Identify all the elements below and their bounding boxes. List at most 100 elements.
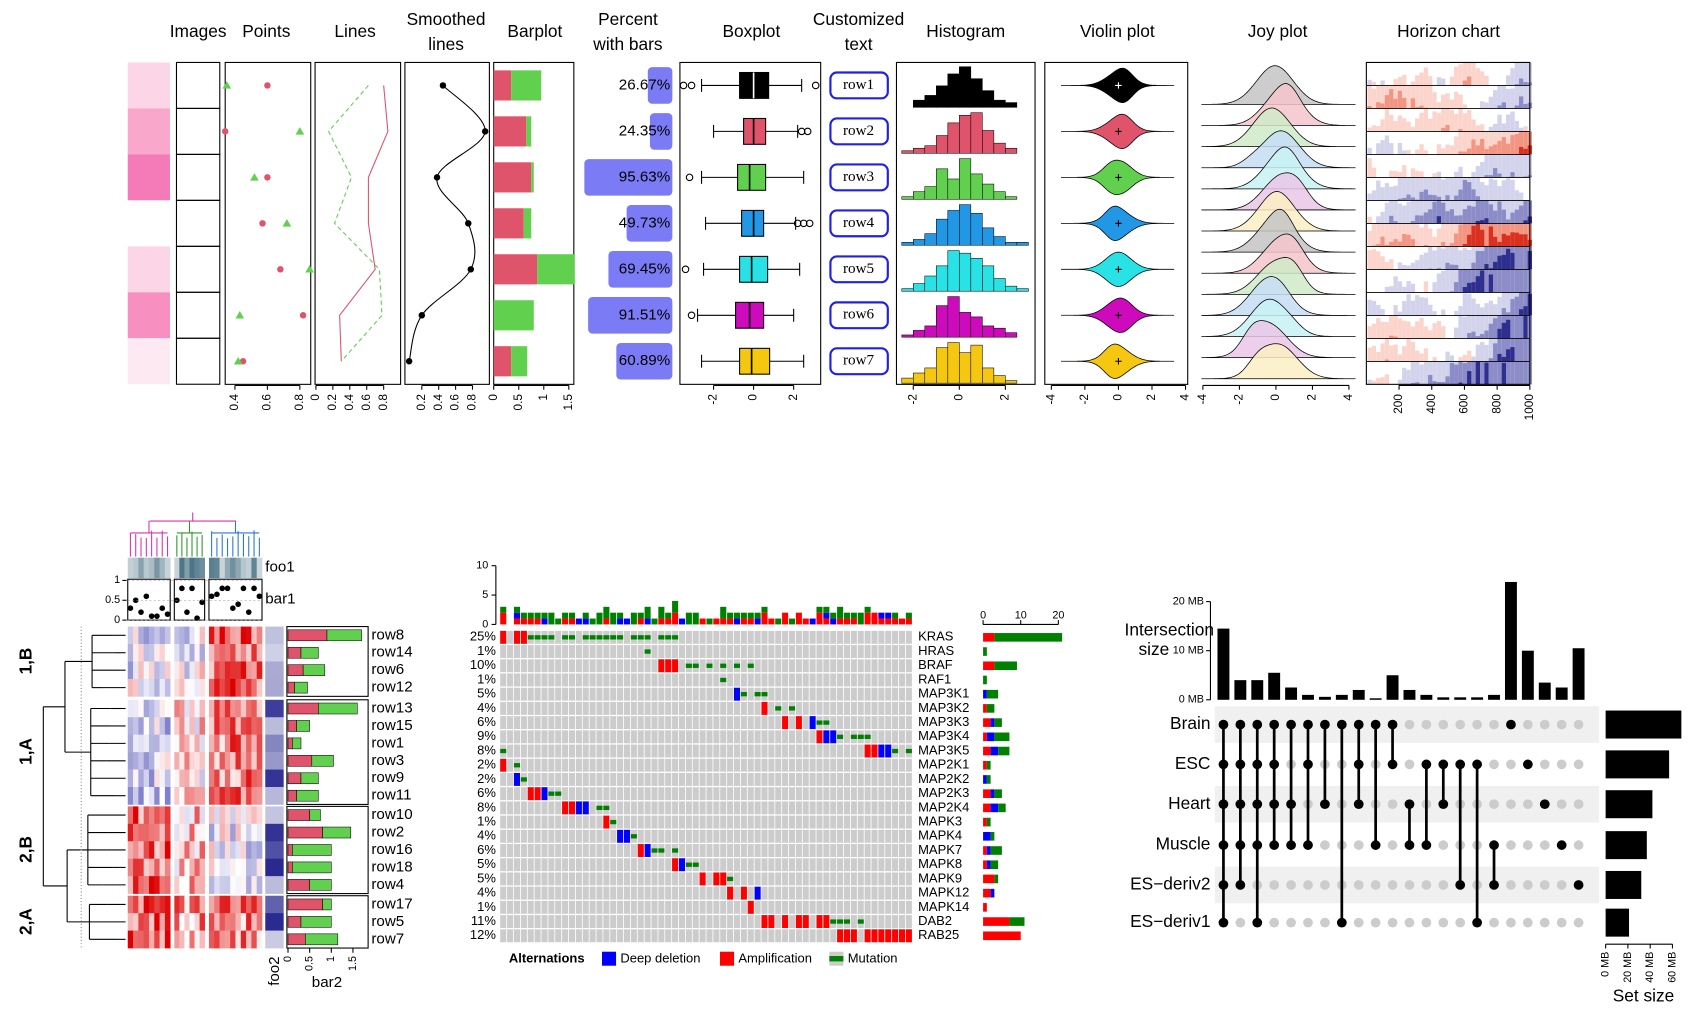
horizon-cell <box>1497 296 1502 316</box>
oncoprint-cell <box>809 744 816 758</box>
heatmap-cell <box>138 895 144 914</box>
oncoprint-cell <box>843 886 851 900</box>
top-bar <box>610 612 617 625</box>
oncoprint-cell <box>610 872 617 886</box>
histogram-bar <box>913 147 926 154</box>
heatmap-cell <box>159 717 166 735</box>
oncoprint-cell <box>843 872 851 886</box>
oncoprint-cell <box>892 844 899 857</box>
gene-label: MAP3K2 <box>918 700 969 715</box>
oncoprint-cell <box>905 829 912 843</box>
oncoprint-cell <box>878 915 885 929</box>
oncoprint-cell <box>871 772 878 786</box>
top-bar <box>768 618 775 625</box>
top-bar <box>685 612 692 625</box>
oncoprint-cell <box>617 744 624 758</box>
oncoprint-cell <box>816 659 823 673</box>
oncoprint-cell <box>816 872 823 886</box>
heatmap-cell <box>159 699 166 718</box>
foo1-cell <box>143 557 150 579</box>
horizon-cell <box>1445 223 1450 247</box>
foo1-cell <box>164 557 171 579</box>
oncoprint-cell <box>575 716 582 730</box>
intersection-bar <box>1538 682 1551 700</box>
horizon-cell <box>1484 149 1489 155</box>
oncoprint-cell <box>788 744 796 758</box>
horizon-cell <box>1475 220 1481 224</box>
oncoprint-cell <box>713 758 720 772</box>
oncoprint-cell <box>802 872 809 886</box>
alteration <box>672 848 679 853</box>
oncoprint-cell <box>534 659 541 673</box>
alteration <box>733 687 741 701</box>
oncoprint-cell <box>610 915 617 929</box>
horizon-cell <box>1475 344 1481 362</box>
oncoprint-cell <box>809 758 816 772</box>
oncoprint-cell <box>562 744 569 758</box>
top-bar <box>520 618 527 625</box>
count-bar <box>983 846 987 855</box>
histogram-bar <box>1005 196 1018 200</box>
oncoprint-cell <box>672 829 679 843</box>
member-dot <box>1404 840 1415 850</box>
horizon-cell <box>1393 200 1398 224</box>
bar-segment <box>493 162 532 193</box>
horizon-cell <box>1480 307 1485 316</box>
heatmap-cell <box>246 930 252 949</box>
bar-segment <box>322 826 352 839</box>
oncoprint-cell <box>775 815 782 829</box>
oncoprint-cell <box>782 829 789 843</box>
heatmap-cell <box>179 752 185 770</box>
oncoprint-cell <box>898 659 906 673</box>
oncoprint-cell <box>733 772 741 786</box>
horizon-cell <box>1501 102 1507 109</box>
heatmap-cell <box>251 913 258 931</box>
percent-label: 60.89% <box>619 352 670 369</box>
horizon-cell <box>1506 219 1511 224</box>
image-box <box>175 199 221 247</box>
oncoprint-cell <box>507 730 514 744</box>
horizon-cell <box>1506 88 1511 109</box>
top-bar <box>823 606 830 613</box>
top-bar <box>816 612 823 625</box>
oncoprint-cell <box>713 687 720 701</box>
oncoprint-cell <box>747 730 754 744</box>
oncoprint-cell <box>527 772 534 786</box>
oncoprint-cell <box>761 758 768 772</box>
oncoprint-cell <box>610 844 617 857</box>
count-bar <box>983 689 987 699</box>
oncoprint-cell <box>795 772 802 786</box>
oncoprint-cell <box>672 915 679 929</box>
heatmap-cell <box>174 806 180 825</box>
horizon-cell <box>1402 233 1407 247</box>
oncoprint-cell <box>692 815 699 829</box>
heatmap-cell <box>189 699 195 718</box>
set-label: Muscle <box>1156 834 1211 854</box>
dot <box>1320 840 1330 850</box>
horizon-cell <box>1397 281 1403 293</box>
top-bar <box>596 612 603 625</box>
count-bar <box>986 732 995 742</box>
dot <box>1489 719 1499 730</box>
heatmap-cell <box>230 858 236 877</box>
oncoprint-cell <box>802 645 809 659</box>
horizon-cell <box>1428 374 1433 385</box>
oncoprint-cell <box>555 673 562 687</box>
oncoprint-cell <box>871 815 878 829</box>
heatmap-cell <box>240 626 247 645</box>
oncoprint-cell <box>555 900 562 914</box>
intersection-bar <box>1521 650 1534 700</box>
heatmap-cell <box>189 913 195 931</box>
heatmap-cell <box>251 752 258 770</box>
heatmap-cell <box>184 806 190 825</box>
histogram-bar <box>913 239 926 246</box>
horizon-cell <box>1497 338 1502 362</box>
horizon-cell <box>1480 139 1485 155</box>
oncoprint-cell <box>809 872 816 886</box>
horizon-cell <box>1497 201 1502 224</box>
oncoprint-cell <box>562 900 569 914</box>
heatmap-cell <box>174 876 180 894</box>
top-bar <box>548 612 555 625</box>
dot <box>1387 840 1398 850</box>
horizon-cell <box>1428 330 1433 339</box>
